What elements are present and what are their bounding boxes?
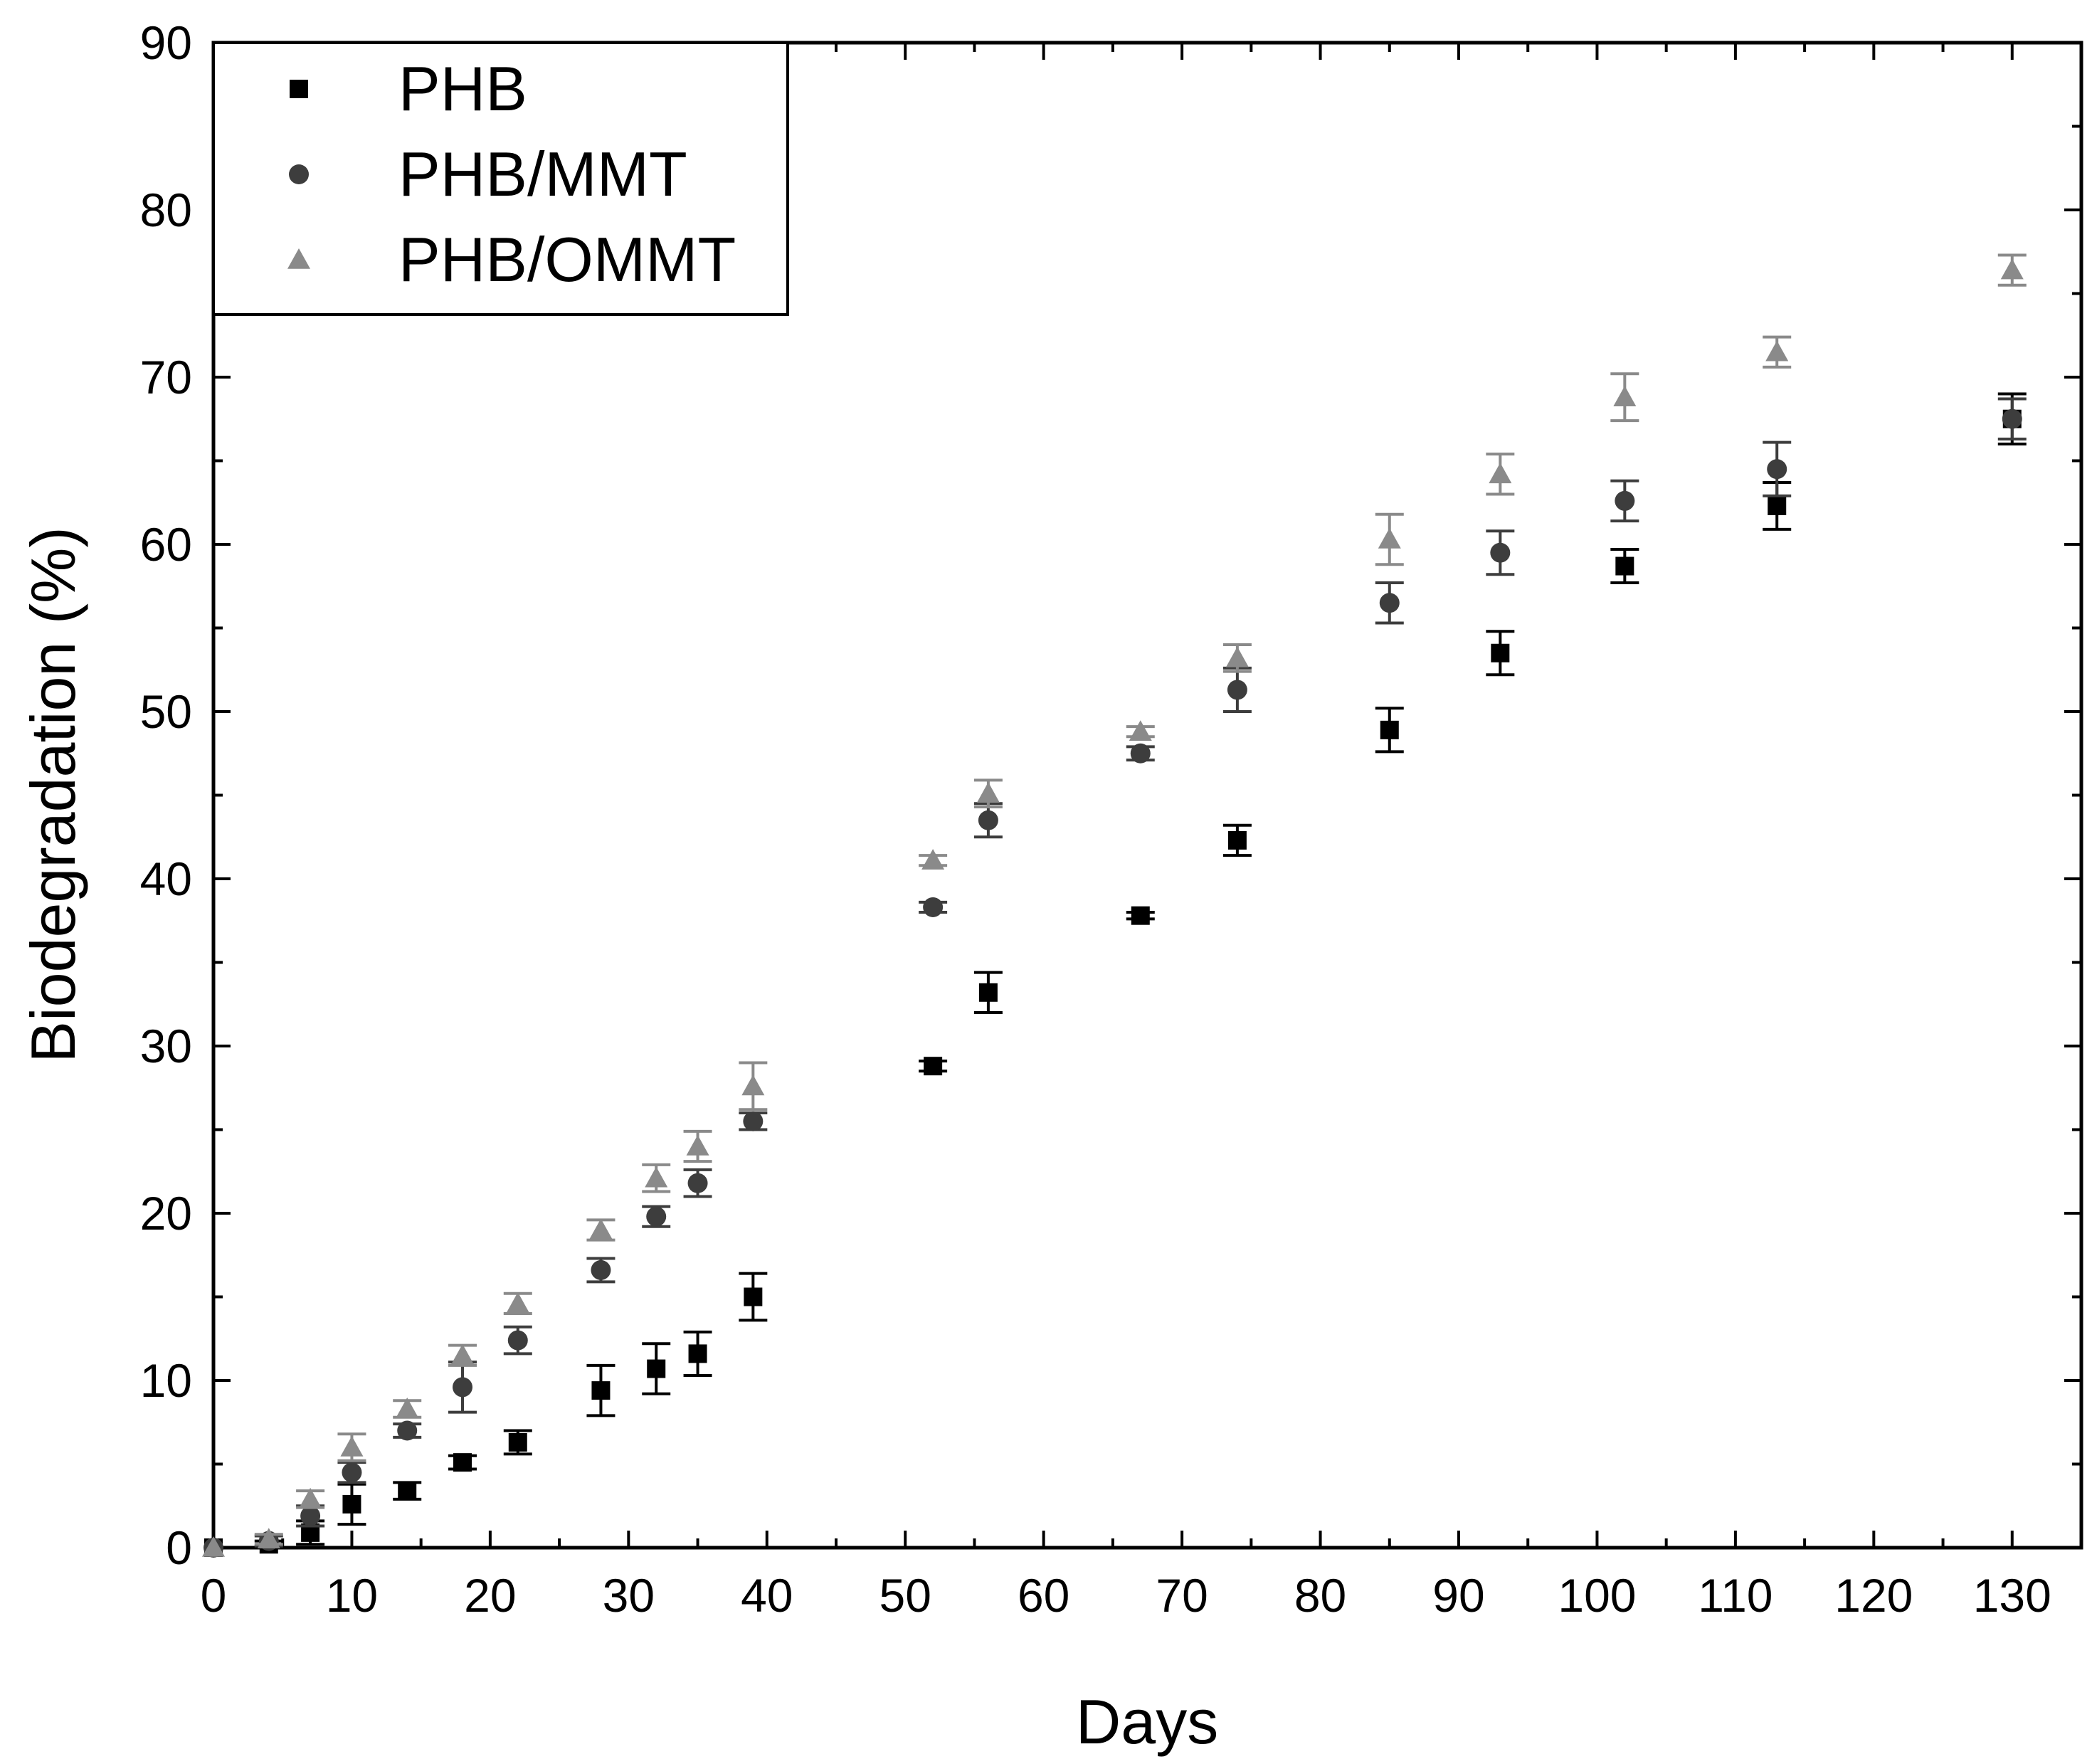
data-point xyxy=(1131,906,1150,925)
x-tick-label: 40 xyxy=(741,1569,793,1622)
legend-box xyxy=(212,41,789,316)
data-point xyxy=(1227,830,1247,850)
data-point xyxy=(398,1482,417,1501)
data-point xyxy=(921,849,945,870)
data-point xyxy=(1489,463,1512,484)
y-tick-label: 90 xyxy=(140,16,192,69)
y-tick-label: 80 xyxy=(140,184,192,236)
x-tick-label: 80 xyxy=(1294,1569,1346,1622)
y-tick-labels: 0 10 20 30 40 50 60 70 80 90 xyxy=(140,16,192,1574)
data-point xyxy=(451,1343,474,1365)
y-tick-label: 30 xyxy=(140,1020,192,1072)
data-point xyxy=(924,1057,943,1076)
y-tick-label: 70 xyxy=(140,351,192,403)
x-tick-label: 0 xyxy=(201,1569,227,1622)
x-tick-label: 100 xyxy=(1558,1569,1636,1622)
legend-markers xyxy=(287,80,310,269)
data-point xyxy=(1378,527,1401,549)
x-tick-label: 50 xyxy=(879,1569,931,1622)
data-point xyxy=(1490,542,1511,563)
series-phb-mmt xyxy=(204,397,2027,1558)
x-tick-labels: 0 10 20 30 40 50 60 70 80 90 100 110 120 130 xyxy=(201,1569,2051,1622)
data-point xyxy=(978,983,998,1002)
x-tick-label: 20 xyxy=(464,1569,516,1622)
data-point xyxy=(1225,646,1249,667)
data-point xyxy=(1615,556,1634,576)
x-tick-label: 10 xyxy=(326,1569,378,1622)
y-tick-label: 20 xyxy=(140,1187,192,1240)
data-point xyxy=(743,1111,764,1131)
legend-label-phb-ommt: PHB/OMMT xyxy=(398,224,736,295)
legend-label-phb-mmt: PHB/MMT xyxy=(398,139,687,209)
data-point xyxy=(1768,496,1787,515)
y-tick-label: 60 xyxy=(140,518,192,571)
data-point xyxy=(453,1377,472,1398)
data-point xyxy=(506,1292,529,1313)
data-point xyxy=(647,1359,666,1378)
data-point xyxy=(342,1462,362,1483)
data-point xyxy=(1380,720,1399,739)
data-point xyxy=(1491,643,1510,662)
data-point xyxy=(741,1074,765,1096)
data-point xyxy=(589,1218,613,1240)
legend-marker-phb-ommt xyxy=(287,248,310,269)
data-point xyxy=(923,897,944,917)
x-tick-label: 90 xyxy=(1432,1569,1484,1622)
data-point xyxy=(976,782,1000,803)
x-tick-label: 60 xyxy=(1018,1569,1069,1622)
legend-marker-phb-mmt xyxy=(289,164,309,184)
data-point xyxy=(1615,490,1635,511)
data-point xyxy=(2000,258,2024,280)
data-point xyxy=(1227,680,1247,700)
x-tick-label: 30 xyxy=(603,1569,655,1622)
data-series xyxy=(202,253,2027,1558)
data-point xyxy=(687,1173,708,1193)
data-point xyxy=(397,1420,418,1441)
legend-marker-phb xyxy=(290,80,308,98)
data-point xyxy=(2002,408,2022,429)
data-point xyxy=(1765,340,1789,361)
data-point xyxy=(645,1166,668,1188)
x-axis-title: Days xyxy=(1076,1686,1219,1757)
data-point xyxy=(1130,743,1151,764)
y-tick-label: 0 xyxy=(166,1521,192,1574)
data-point xyxy=(688,1344,707,1363)
data-point xyxy=(396,1397,419,1418)
series-phb-ommt xyxy=(202,253,2027,1557)
y-tick-label: 50 xyxy=(140,685,192,738)
data-point xyxy=(300,1506,321,1526)
data-point xyxy=(591,1259,611,1280)
data-point xyxy=(744,1287,763,1306)
data-point xyxy=(508,1432,527,1452)
data-point xyxy=(978,810,998,830)
data-point xyxy=(202,1536,225,1557)
data-point xyxy=(591,1381,611,1400)
data-point xyxy=(646,1206,667,1227)
series-phb xyxy=(204,392,2027,1557)
y-tick-label: 40 xyxy=(140,852,192,905)
data-point xyxy=(1379,593,1400,613)
x-tick-label: 110 xyxy=(1698,1569,1773,1622)
x-tick-label: 70 xyxy=(1156,1569,1208,1622)
y-axis-title: Biodegradation (%) xyxy=(18,527,88,1062)
data-point xyxy=(1767,459,1787,480)
data-point xyxy=(507,1330,528,1351)
x-tick-label: 130 xyxy=(1973,1569,2051,1622)
data-point xyxy=(340,1436,364,1457)
data-point xyxy=(257,1528,280,1549)
legend: PHB PHB/MMT PHB/OMMT xyxy=(212,41,789,316)
data-point xyxy=(1129,720,1152,741)
data-point xyxy=(299,1487,322,1509)
x-tick-label: 120 xyxy=(1834,1569,1913,1622)
data-point xyxy=(342,1494,361,1514)
data-point xyxy=(453,1453,472,1472)
data-point xyxy=(686,1135,709,1156)
y-tick-label: 10 xyxy=(140,1354,192,1407)
legend-label-phb: PHB xyxy=(398,53,527,124)
data-point xyxy=(1613,386,1637,406)
